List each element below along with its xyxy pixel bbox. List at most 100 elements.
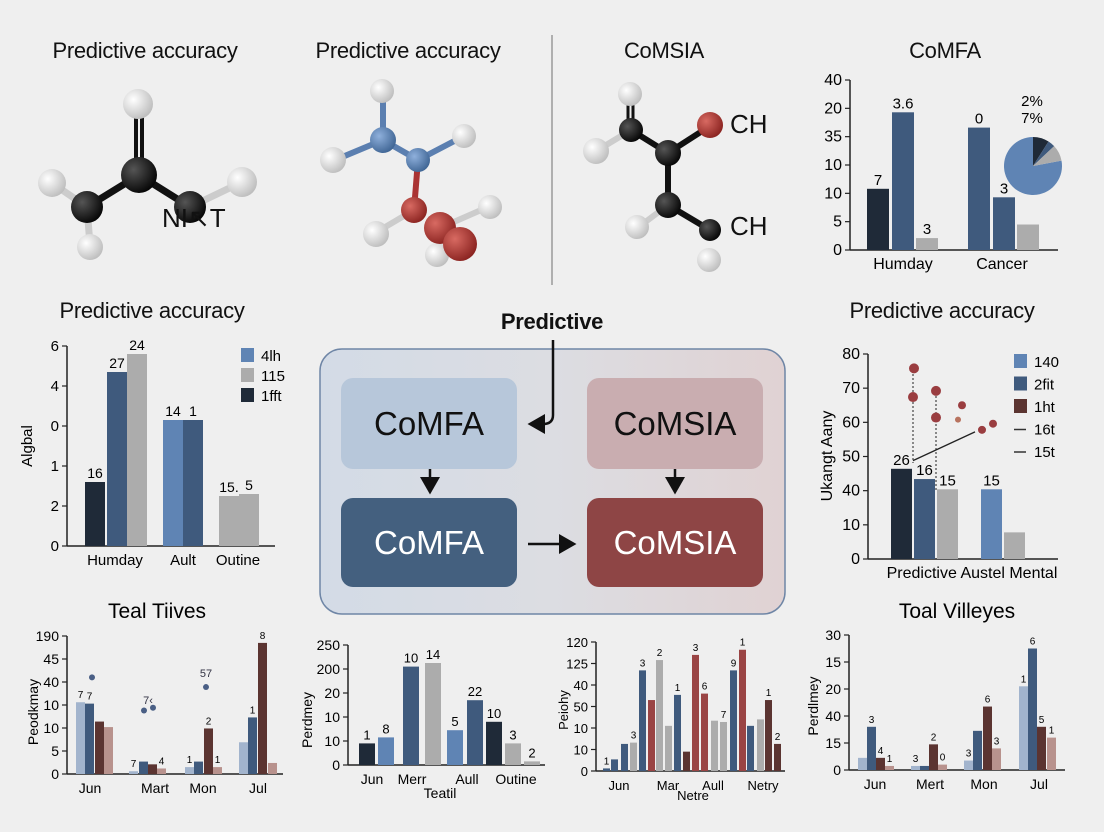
trend-line [912,431,976,462]
bar-value-label: 1 [604,756,610,767]
bar-value-label: 3 [913,754,919,765]
flow-box-comsia-light: CoMSIA [587,378,763,469]
legend-swatch [1014,354,1027,368]
heading-predictive-accuracy-2: Predictive accuracy [315,38,501,63]
y-tick-label: 30 [825,627,841,643]
y-tick-label: 20 [824,100,842,117]
legend-label: 2fit [1034,377,1055,394]
bar [765,700,772,771]
bar [674,694,681,771]
arrow-predictive-to-comfa [527,340,555,434]
bar-value-label: 3 [631,731,637,742]
legend-swatch [241,388,254,402]
bar [447,730,463,765]
heading-predictive-accuracy-1: Predictive accuracy [52,38,238,63]
bar-value-label: 7 [874,172,882,189]
molecule-3-ball-and-stick [583,82,723,272]
bar [1017,224,1039,250]
legend-swatch [1014,376,1027,391]
y-tick-label: 70 [842,380,860,397]
molecule-3-label-top: CH [730,109,768,139]
bar-value-label: 8 [260,631,266,642]
scatter-point [89,674,95,681]
heading-comfa: CoMFA [909,38,981,63]
bar [95,721,104,774]
bar-value-label: 3 [923,221,931,238]
molecule-3-label-bottom: CH [730,211,768,241]
scatter-point [908,392,918,403]
bar-value-label: 3 [1000,180,1008,197]
molecule-2-ball-and-stick [320,79,502,267]
y-tick-label: 35 [824,129,842,146]
flow-box-comfa-dark-label: CoMFA [373,523,485,561]
y-tick-label: 0 [332,757,340,773]
bar [359,743,375,765]
x-tick-label: Aull [702,778,724,793]
bar-value-label: 8 [382,721,389,736]
x-axis-label: Netre [677,788,709,803]
bar [938,764,947,770]
bar [968,127,990,250]
bar [248,717,257,774]
heading-predictive-accuracy-3: Predictive accuracy [59,298,245,323]
y-tick-label: 10 [43,697,59,713]
x-tick-label: Outine [495,771,536,787]
bar-value-label: 5 [245,477,253,493]
bar [876,757,885,770]
bar-value-label: 3 [640,658,646,669]
x-tick-label: Merr [398,771,427,787]
y-tick-label: 60 [842,414,860,431]
bar [730,670,737,771]
y-axis-label: Algbal [19,425,36,467]
bar-value-label: 5 [1039,715,1045,726]
bar-value-label: 1 [187,755,193,766]
bar [127,354,147,546]
y-tick-label: 0 [833,762,841,778]
molecule-1-ball-and-stick [38,89,257,260]
bar-value-label: 15. [219,479,238,495]
bar-value-label: 2 [528,745,535,760]
bar [129,771,138,774]
bar [692,654,699,771]
molecule-1-label: NI↖T [162,203,226,233]
y-tick-label: 0 [51,766,59,782]
y-tick-label: 15 [825,735,841,751]
bar-value-label: 6 [702,682,708,693]
bar [1028,648,1037,770]
scatter-point [989,419,997,428]
chart-title: Teal Tiives [108,600,206,623]
scatter-point [203,684,209,691]
pie-label: 7% [1021,110,1043,127]
flow-box-comsia-light-label: CoMSIA [613,404,737,442]
bar [914,479,935,559]
legend-label: 1ht [1034,399,1056,416]
bar [993,197,1015,250]
y-tick-label: 0 [833,242,842,259]
bar [916,238,938,250]
x-tick-label: Netry [747,778,779,793]
x-tick-label: Jul [249,780,267,796]
x-tick-label: Ault [170,552,197,569]
point-label: 57 [200,668,212,680]
flow-title: Predictive [500,309,604,334]
bar [929,744,938,770]
bar-value-label: 1 [189,403,197,419]
x-tick-label: Humday [87,552,143,569]
bar [920,765,929,770]
bar [157,768,166,774]
bar [983,706,992,770]
bar [656,660,663,771]
y-tick-label: 0 [51,418,59,435]
y-axis-label: Peodkmay [25,679,41,745]
bar [213,767,222,774]
flow-box-comfa-light: CoMFA [341,378,517,469]
x-tick-label: Cancer [976,256,1028,273]
legend-swatch [241,368,254,382]
bar [603,768,610,771]
bar-value-label: 5 [451,714,458,729]
y-tick-label: 20 [324,685,340,701]
bar [239,742,248,774]
y-axis-label: Perdmey [299,692,315,748]
bar [403,666,419,765]
y-tick-label: 40 [825,708,841,724]
